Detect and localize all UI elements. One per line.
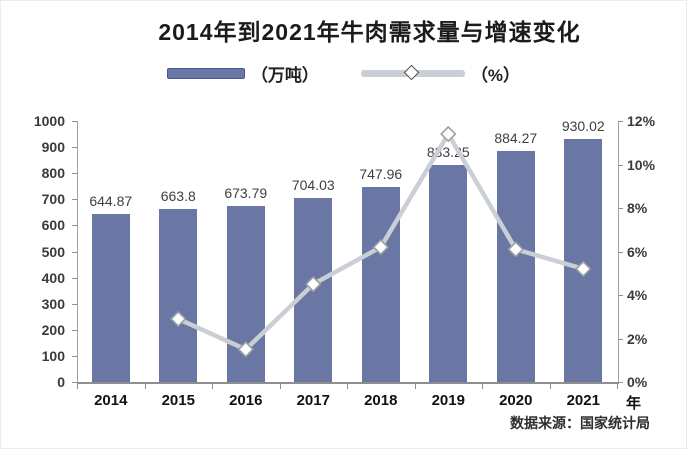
legend-item-bar: （万吨）: [166, 61, 319, 86]
y-axis-left-tick: [72, 251, 77, 253]
bar-series-swatch: [166, 68, 245, 79]
line-marker: [170, 310, 187, 328]
y-axis-left-tick: [72, 173, 77, 175]
bar-value-label: 704.03: [291, 177, 335, 194]
x-axis-tick: [482, 384, 483, 389]
x-axis-tick: [549, 384, 551, 389]
x-axis-label: 2015: [161, 392, 195, 409]
x-axis-label: 2014: [94, 392, 128, 409]
x-axis-tick: [617, 384, 618, 389]
y-axis-right-tick: [618, 338, 623, 340]
bar-value-label: 673.79: [224, 185, 268, 202]
y-axis-right-label: 4%: [627, 287, 648, 303]
y-axis-left-label: 500: [41, 243, 65, 260]
x-axis-label: 2016: [229, 392, 263, 409]
plot-area: [77, 121, 619, 384]
x-axis-tick: [77, 384, 78, 389]
y-axis-right-tick: [618, 295, 623, 296]
x-axis-tick: [212, 384, 213, 389]
y-axis-left-label: 800: [41, 165, 65, 182]
y-axis-left-label: 0: [57, 374, 65, 390]
bar-2018: [361, 186, 400, 382]
bar-value-label: 884.27: [494, 130, 538, 147]
y-axis-right-label: 6%: [627, 243, 648, 260]
y-axis-left-tick: [72, 355, 77, 357]
y-axis-left-tick: [72, 121, 77, 122]
y-axis-left-tick: [72, 329, 77, 331]
y-axis-left-label: 600: [41, 217, 65, 234]
x-axis-tick: [144, 384, 146, 389]
bar-value-label: 747.96: [359, 165, 403, 182]
line-marker: [507, 241, 524, 258]
y-axis-right-tick: [618, 251, 623, 253]
y-axis-left-tick: [72, 277, 77, 279]
y-axis-left-label: 700: [41, 191, 65, 208]
y-axis-right-label: 10%: [627, 156, 656, 173]
y-axis-left-label: 900: [41, 139, 65, 156]
y-axis-right-label: 12%: [627, 113, 656, 129]
bar-2015: [159, 208, 198, 382]
source-note: 数据来源：国家统计局: [510, 415, 650, 431]
line-series-swatch: [360, 64, 465, 81]
y-axis-left-tick: [72, 225, 77, 227]
bar-2014: [91, 213, 130, 382]
bar-2020: [496, 151, 535, 382]
y-axis-right-label: 0%: [627, 374, 648, 390]
bar-2019: [429, 164, 468, 382]
y-axis-left-label: 300: [41, 295, 65, 312]
x-axis-label: 2018: [364, 392, 398, 409]
x-axis-tick: [414, 384, 416, 389]
y-axis-left-tick: [72, 147, 77, 149]
y-axis-left-label: 100: [41, 347, 65, 364]
bar-value-label: 663.8: [160, 187, 196, 204]
line-series-label: （%）: [470, 66, 521, 85]
line-marker: [372, 238, 389, 256]
y-axis-right-label: 2%: [627, 330, 648, 347]
y-axis-right-tick: [618, 208, 623, 209]
bar-value-label: 930.02: [561, 118, 605, 135]
x-axis-label: 2021: [566, 392, 600, 409]
diamond-marker-icon: [404, 64, 420, 81]
chart-title: 2014年到2021年牛肉需求量与增速变化: [158, 19, 581, 45]
line-marker: [237, 341, 254, 358]
x-axis-label: 2019: [431, 392, 465, 409]
y-axis-left-tick: [72, 382, 77, 383]
y-axis-left-tick: [72, 303, 77, 305]
y-axis-left-label: 200: [41, 321, 65, 338]
y-axis-left-label: 1000: [33, 113, 65, 129]
y-axis-left-label: 400: [41, 269, 65, 286]
chart-legend: （万吨） （%）: [1, 61, 686, 86]
x-axis-label: 2017: [296, 392, 330, 409]
x-axis-unit-suffix: 年: [626, 395, 642, 412]
y-axis-right-tick: [618, 164, 623, 166]
y-axis-left-tick: [72, 199, 77, 201]
growth-line-layer: [170, 125, 592, 358]
line-marker: [305, 275, 322, 293]
line-marker: [575, 260, 592, 278]
legend-item-line: （%）: [360, 61, 521, 86]
y-axis-right-label: 8%: [627, 200, 648, 216]
y-axis-right-tick: [618, 121, 623, 122]
x-axis-tick: [347, 384, 348, 389]
x-axis-tick: [279, 384, 281, 389]
bar-series-label: （万吨）: [250, 66, 319, 85]
bar-value-label: 644.87: [89, 192, 133, 209]
x-axis-label: 2020: [499, 392, 533, 409]
y-axis-right-tick: [618, 382, 623, 383]
bar-2021: [564, 139, 603, 382]
line-marker: [440, 125, 457, 143]
